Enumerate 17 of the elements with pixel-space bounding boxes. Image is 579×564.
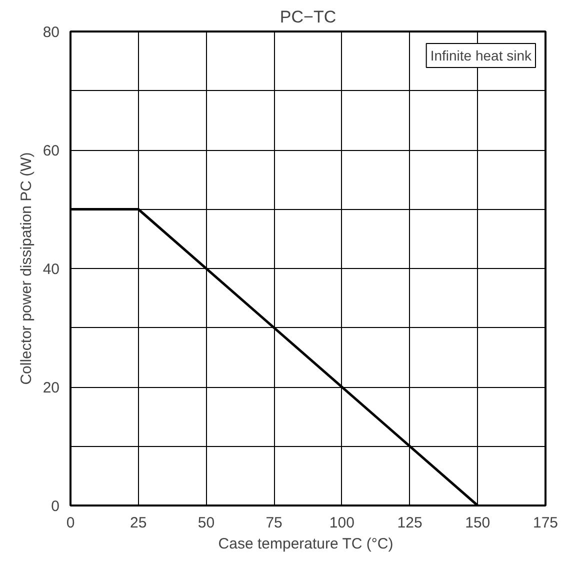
y-tick-label: 0	[51, 498, 60, 515]
x-tick-label: 50	[198, 514, 215, 532]
x-tick-label: 125	[397, 514, 422, 532]
x-tick-label: 0	[66, 514, 75, 532]
x-tick-label: 175	[532, 514, 558, 532]
x-tick-label: 25	[130, 514, 147, 532]
x-tick-label: 150	[465, 514, 490, 532]
y-axis-title: Collector power dissipation PC (W)	[18, 152, 35, 385]
y-tick-label: 60	[42, 142, 60, 160]
y-tick-label: 80	[42, 24, 60, 41]
x-tick-label: 100	[329, 514, 354, 532]
y-tick-label: 20	[42, 380, 60, 396]
x-axis-title: Case temperature TC (°C)	[218, 536, 394, 552]
chart-title: PC−TC	[280, 8, 336, 26]
y-tick-label: 40	[42, 261, 60, 278]
x-tick-label: 75	[266, 514, 282, 532]
annotation: Infinite heat sink	[430, 48, 532, 64]
